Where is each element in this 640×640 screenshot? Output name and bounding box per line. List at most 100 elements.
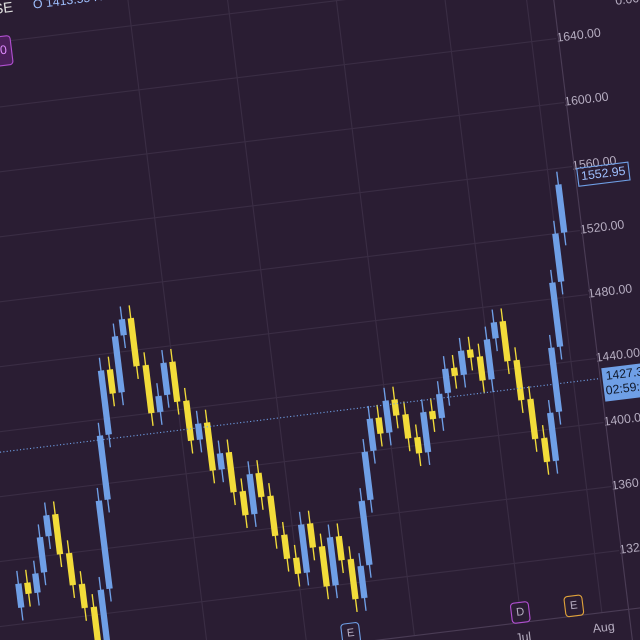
candle-body — [490, 321, 499, 339]
candle-body — [358, 500, 373, 566]
badge: 1427.40 — [0, 43, 8, 62]
candle-body — [513, 359, 525, 401]
candle-body — [483, 339, 495, 380]
candle-body — [142, 364, 155, 414]
last-price-label: 1427.35 — [605, 364, 640, 383]
candle-body — [457, 350, 468, 376]
high-price-box — [576, 161, 631, 187]
candle-body — [476, 356, 486, 381]
candle-body — [15, 583, 25, 609]
candle-body — [169, 361, 181, 403]
candle-body — [106, 369, 116, 394]
candle-body — [429, 410, 437, 420]
candle-body — [96, 435, 111, 501]
candle-body — [402, 413, 412, 439]
candle-body — [281, 534, 291, 560]
grid-line — [119, 0, 210, 640]
event-marker — [563, 594, 585, 618]
event-label: D — [516, 606, 525, 619]
candle-body — [95, 500, 113, 590]
candle-body — [111, 335, 125, 393]
y-tick-label: 1640.00 — [556, 25, 602, 44]
candle-body — [361, 451, 374, 501]
grid-line — [0, 102, 565, 186]
y-tick-label: 1480.00 — [587, 281, 633, 300]
candle-body — [548, 347, 563, 413]
grid-line — [0, 421, 604, 505]
candle-body — [541, 437, 551, 463]
symbol: BANK · 1D · NSE — [0, 0, 14, 30]
candle-body — [97, 589, 111, 640]
candle-body — [65, 552, 77, 586]
candle-body — [183, 400, 195, 442]
candle-body — [441, 368, 452, 394]
grid-line — [0, 549, 620, 633]
high-price-label: 1552.95 — [580, 164, 626, 183]
grid-line — [325, 0, 415, 636]
candle-body — [297, 524, 311, 573]
ohlc-line: O 1413.55 H 1429.00 L 1413.55 C 1427.35 … — [32, 0, 355, 12]
candle-body — [335, 535, 345, 561]
event-label: E — [569, 599, 578, 612]
candle-body — [366, 418, 377, 452]
candle-body — [127, 317, 140, 367]
candle-body — [552, 233, 565, 282]
candle-body — [549, 282, 564, 348]
candle-body — [32, 573, 41, 594]
candle-body — [547, 412, 560, 462]
candle-body — [225, 451, 237, 493]
candle-body — [155, 395, 164, 413]
last-price-box — [601, 361, 640, 402]
candle-body — [306, 523, 317, 548]
candle-body — [43, 514, 52, 537]
x-tick-label: Jul — [515, 629, 532, 640]
y-tick-label: 1520.00 — [579, 217, 625, 236]
grid-line — [0, 485, 612, 569]
grid-line — [432, 0, 523, 623]
candle-body — [78, 583, 88, 609]
candle-body — [357, 565, 368, 599]
last-price-line — [0, 378, 599, 455]
candle-body — [246, 473, 258, 515]
y-tick-label: 1440.00 — [595, 345, 640, 364]
grid-line — [0, 357, 596, 442]
candle-body — [90, 606, 102, 640]
candle-body — [292, 557, 302, 575]
y-tick-label: 1320.00 — [618, 537, 640, 556]
event-marker — [509, 601, 531, 624]
grid-line — [0, 294, 588, 378]
event-marker — [340, 622, 361, 640]
axis-border — [536, 0, 634, 640]
candle-body — [239, 490, 249, 516]
candle-body — [36, 536, 48, 573]
candle-body — [391, 399, 400, 416]
x-tick-label: Aug — [592, 619, 616, 636]
candle-body — [24, 582, 32, 595]
grid-line — [0, 0, 549, 58]
candle-body — [160, 362, 171, 396]
grid-line — [0, 230, 580, 314]
secondary-label: 0.0082 — [614, 0, 640, 8]
candle-body — [420, 411, 432, 453]
grid-line — [0, 38, 557, 122]
candle-body — [267, 495, 279, 537]
badge-box — [0, 35, 14, 72]
candle-body — [435, 393, 446, 419]
candle-body — [414, 436, 423, 454]
candle-body — [450, 367, 459, 377]
grid-line — [0, 166, 573, 250]
y-tick-label: 1400.00 — [603, 409, 640, 428]
y-tick-label: 1600.00 — [563, 89, 609, 108]
countdown: 02:59:22 — [605, 378, 640, 398]
candle-body — [326, 536, 339, 586]
candle-body — [203, 422, 217, 471]
grid-line — [217, 0, 308, 640]
candle-body — [375, 417, 384, 435]
candle-body — [527, 398, 539, 440]
candle-body — [466, 349, 474, 359]
candle-body — [555, 184, 568, 233]
candle-body — [347, 558, 359, 600]
